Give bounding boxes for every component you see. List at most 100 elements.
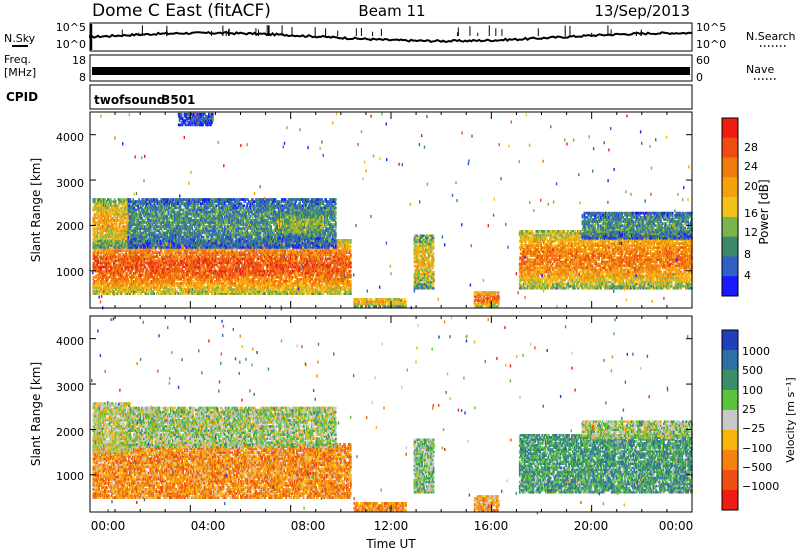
- echo-cell-0: [221, 288, 224, 291]
- echo-cell-0: [148, 251, 151, 254]
- echo-cell-0: [128, 273, 130, 277]
- echo-cell-0: [140, 255, 143, 259]
- echo-cell-0: [223, 255, 226, 259]
- echo-cell-0: [163, 261, 166, 265]
- echo-cell-0: [165, 271, 168, 275]
- echo-cell-0: [149, 259, 152, 263]
- echo-cell-0: [144, 280, 147, 283]
- echo-cell-0: [138, 286, 141, 289]
- echo-cell-0: [148, 271, 151, 275]
- echo-cell-0: [181, 263, 183, 267]
- echo-cell-0: [130, 275, 132, 279]
- echo-cell-0: [185, 273, 187, 277]
- echo-cell-0: [211, 265, 213, 269]
- echo-cell-0: [104, 253, 106, 257]
- echo-cell-0: [133, 271, 135, 275]
- echo-cell-0: [117, 259, 120, 263]
- echo-cell-0: [179, 267, 182, 271]
- echo-cell-0: [222, 257, 225, 261]
- echo-cell-0: [182, 271, 184, 275]
- echo-cell-0: [153, 259, 155, 263]
- echo-cell-0: [108, 247, 111, 250]
- echo-cell-0: [171, 263, 174, 267]
- echo-cell-0: [232, 273, 235, 277]
- echo-cell-0: [170, 273, 173, 277]
- echo-cell-0: [185, 251, 187, 254]
- echo-cell-0: [200, 290, 203, 293]
- echo-cell-0: [170, 253, 173, 257]
- echo-cell-0: [106, 275, 108, 279]
- echo-cell-0: [108, 245, 111, 248]
- echo-cell-0: [203, 292, 206, 295]
- echo-cell-0: [208, 263, 210, 267]
- echo-cell-0: [185, 263, 187, 267]
- echo-cell-0: [230, 263, 233, 267]
- echo-cell-0: [198, 253, 201, 257]
- echo-cell-0: [170, 286, 173, 289]
- echo-cell-0: [216, 288, 219, 291]
- echo-cell-0: [111, 282, 114, 285]
- echo-cell-0: [142, 280, 145, 283]
- echo-cell-0: [102, 261, 104, 265]
- echo-cell-0: [166, 284, 169, 287]
- echo-cell-0: [206, 251, 209, 254]
- echo-cell-0: [209, 282, 211, 285]
- echo-cell-0: [232, 261, 235, 265]
- echo-cell-0: [111, 286, 114, 289]
- echo-cell-0: [227, 288, 230, 291]
- echo-cell-0: [100, 263, 102, 267]
- echo-cell-0: [185, 292, 187, 295]
- echo-cell-0: [209, 269, 211, 273]
- echo-cell-0: [203, 257, 206, 261]
- echo-cell-0: [129, 257, 131, 261]
- echo-cell-0: [109, 290, 112, 293]
- echo-cell-0: [177, 273, 180, 277]
- echo-cell-0: [220, 265, 223, 269]
- echo-cell-0: [223, 253, 226, 257]
- echo-cell-0: [119, 253, 122, 257]
- echo-cell-0: [96, 267, 99, 271]
- echo-cell-0: [98, 278, 101, 281]
- echo-cell-0: [107, 249, 110, 252]
- echo-cell-0: [142, 290, 145, 293]
- echo-cell-0: [216, 265, 219, 269]
- echo-cell-0: [112, 282, 115, 285]
- echo-cell-0: [120, 282, 123, 285]
- echo-cell-0: [96, 290, 99, 293]
- echo-cell-0: [209, 273, 211, 277]
- echo-cell-0: [223, 265, 226, 269]
- echo-cell-0: [93, 267, 96, 271]
- echo-cell-0: [134, 280, 136, 283]
- echo-cell-0: [107, 292, 110, 295]
- echo-cell-0: [232, 259, 235, 263]
- echo-cell-0: [222, 259, 225, 263]
- echo-cell-0: [193, 282, 196, 285]
- echo-cell-0: [103, 273, 105, 277]
- echo-cell-0: [133, 280, 135, 283]
- echo-cell-0: [230, 290, 233, 293]
- echo-cell-0: [207, 290, 209, 293]
- echo-cell-0: [158, 271, 160, 275]
- echo-cell-0: [142, 253, 145, 257]
- echo-cell-0: [145, 247, 148, 250]
- echo-cell-0: [179, 249, 182, 252]
- echo-cell-0: [167, 251, 170, 254]
- echo-cell-0: [112, 265, 115, 269]
- echo-cell-0: [100, 282, 102, 285]
- echo-cell-0: [95, 273, 98, 277]
- echo-cell-0: [124, 265, 127, 269]
- echo-cell-0: [109, 269, 112, 273]
- echo-cell-0: [210, 284, 212, 287]
- echo-cell-0: [200, 259, 203, 263]
- echo-cell-0: [131, 288, 133, 291]
- echo-cell-0: [99, 249, 102, 252]
- echo-cell-0: [147, 288, 150, 291]
- echo-cell-0: [128, 288, 130, 291]
- echo-cell-0: [135, 263, 138, 267]
- echo-cell-0: [209, 263, 211, 267]
- echo-cell-0: [202, 286, 205, 289]
- echo-cell-0: [122, 263, 125, 267]
- echo-cell-0: [146, 257, 149, 261]
- echo-cell-0: [121, 273, 124, 277]
- echo-cell-0: [187, 265, 189, 269]
